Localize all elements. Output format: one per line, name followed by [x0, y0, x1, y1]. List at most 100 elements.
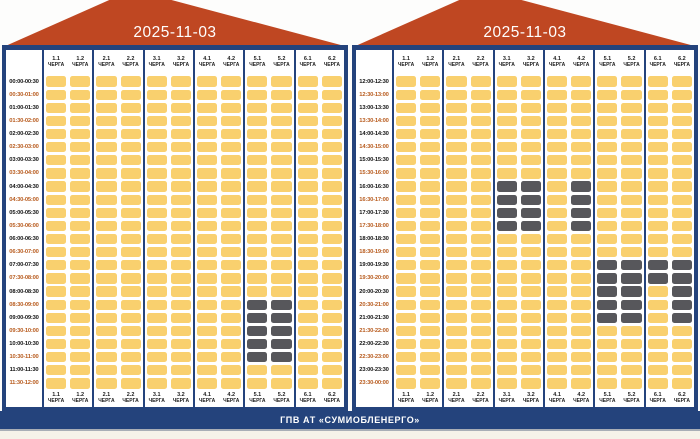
queue-number: 1.2: [426, 55, 435, 62]
schedule-slot: [619, 246, 643, 259]
power-on-cell: [96, 260, 117, 271]
queue-group: [442, 285, 492, 299]
queue-group: [142, 258, 193, 272]
queue-group: [643, 363, 694, 377]
schedule-slot: [619, 298, 643, 311]
queue-group: [492, 363, 543, 377]
power-on-cell: [297, 181, 318, 192]
power-off-cell: [621, 273, 642, 284]
schedule-row: 22:30-23:00: [356, 350, 694, 364]
schedule-slot: [646, 128, 670, 141]
power-on-cell: [470, 247, 491, 258]
power-on-cell: [46, 76, 67, 87]
queue-group: [243, 193, 293, 207]
power-on-cell: [46, 378, 67, 389]
schedule-slot: [595, 219, 619, 232]
queue-group: [593, 180, 643, 194]
power-on-cell: [571, 325, 592, 337]
schedule-slot: [296, 298, 320, 311]
schedule-slot: [195, 233, 219, 246]
schedule-slot: [469, 193, 493, 206]
schedule-slot: [296, 364, 320, 377]
power-on-cell: [321, 102, 342, 113]
power-on-cell: [196, 181, 218, 192]
schedule-slot: [619, 75, 643, 88]
schedule-slot: [245, 285, 269, 298]
power-on-cell: [671, 378, 692, 389]
queue-group: [293, 311, 344, 325]
power-on-cell: [647, 142, 668, 153]
schedule-slot: [195, 364, 219, 377]
schedule-grid-morning: 1.1 ЧЕРГА 1.2 ЧЕРГА 2.1 ЧЕРГА 2.2 ЧЕРГА 3.1 ЧЕРГА…: [6, 50, 344, 407]
power-on-cell: [321, 168, 342, 179]
footer-title: ГПВ АТ «СУМИОБЛЕНЕРГО»: [280, 415, 420, 425]
power-on-cell: [221, 378, 242, 389]
queue-group: [142, 166, 193, 180]
queue-number: 6.2: [328, 55, 336, 62]
queue-group: [243, 153, 293, 167]
schedule-slot: [595, 272, 619, 285]
power-on-cell: [647, 89, 668, 100]
power-on-cell: [420, 102, 441, 113]
power-on-cell: [647, 76, 668, 87]
queue-group: [92, 311, 142, 325]
schedule-slot: [595, 180, 619, 193]
schedule-slot: [195, 246, 219, 259]
power-on-cell: [247, 220, 268, 232]
schedule-slot: [219, 311, 243, 324]
power-on-cell: [496, 286, 517, 297]
queue-group: [142, 75, 193, 89]
schedule-slot: [44, 324, 68, 337]
time-slot-label: 18:30-19:00: [359, 249, 389, 256]
power-on-cell: [496, 299, 517, 310]
power-on-cell: [196, 299, 218, 310]
queue-number: 5.2: [627, 391, 636, 398]
power-on-cell: [120, 115, 141, 127]
schedule-slot: [394, 285, 418, 298]
schedule-slot: [169, 364, 193, 377]
power-on-cell: [571, 352, 592, 363]
power-on-cell: [297, 299, 318, 310]
schedule-slot: [68, 101, 92, 114]
schedule-slot: [145, 154, 169, 167]
power-on-cell: [297, 142, 318, 153]
schedule-slot: [670, 180, 694, 193]
power-on-cell: [396, 352, 417, 363]
power-on-cell: [446, 102, 467, 113]
schedule-slot: [444, 311, 468, 324]
queue-group: [542, 114, 593, 128]
queue-group: [192, 258, 243, 272]
schedule-slot: [595, 298, 619, 311]
power-on-cell: [470, 325, 491, 337]
schedule-slot: [119, 351, 143, 364]
power-on-cell: [70, 76, 91, 87]
power-on-cell: [396, 128, 417, 140]
power-on-cell: [146, 194, 167, 205]
power-on-cell: [146, 260, 167, 271]
queue-header: 4.2 ЧЕРГА: [569, 390, 593, 407]
queue-group: [442, 127, 492, 141]
schedule-slot: [94, 75, 118, 88]
power-off-cell: [597, 273, 618, 284]
queue-group: [243, 232, 293, 246]
schedule-slot: [545, 88, 569, 101]
queue-header-row: 1.1 ЧЕРГА 1.2 ЧЕРГА 2.1 ЧЕРГА 2.2 ЧЕРГА 3.1 ЧЕРГА…: [6, 390, 344, 407]
queue-group: [542, 101, 593, 115]
queue-group: 4.1 ЧЕРГА 4.2 ЧЕРГА: [542, 50, 593, 75]
queue-word: ЧЕРГА: [299, 398, 316, 405]
schedule-slot: [469, 259, 493, 272]
queue-group: [643, 324, 694, 338]
queue-group: [392, 258, 442, 272]
schedule-slot: [394, 154, 418, 167]
time-slot-label: 11:30-12:00: [9, 380, 39, 387]
power-on-cell: [597, 338, 618, 350]
schedule-slot: [44, 298, 68, 311]
schedule-slot: [646, 364, 670, 377]
queue-group: [492, 166, 543, 180]
schedule-slot: [595, 154, 619, 167]
queue-word: ЧЕРГА: [422, 398, 439, 405]
schedule-slot: [394, 141, 418, 154]
schedule-slot: [44, 154, 68, 167]
queue-group: [593, 376, 643, 390]
queue-group: [593, 363, 643, 377]
